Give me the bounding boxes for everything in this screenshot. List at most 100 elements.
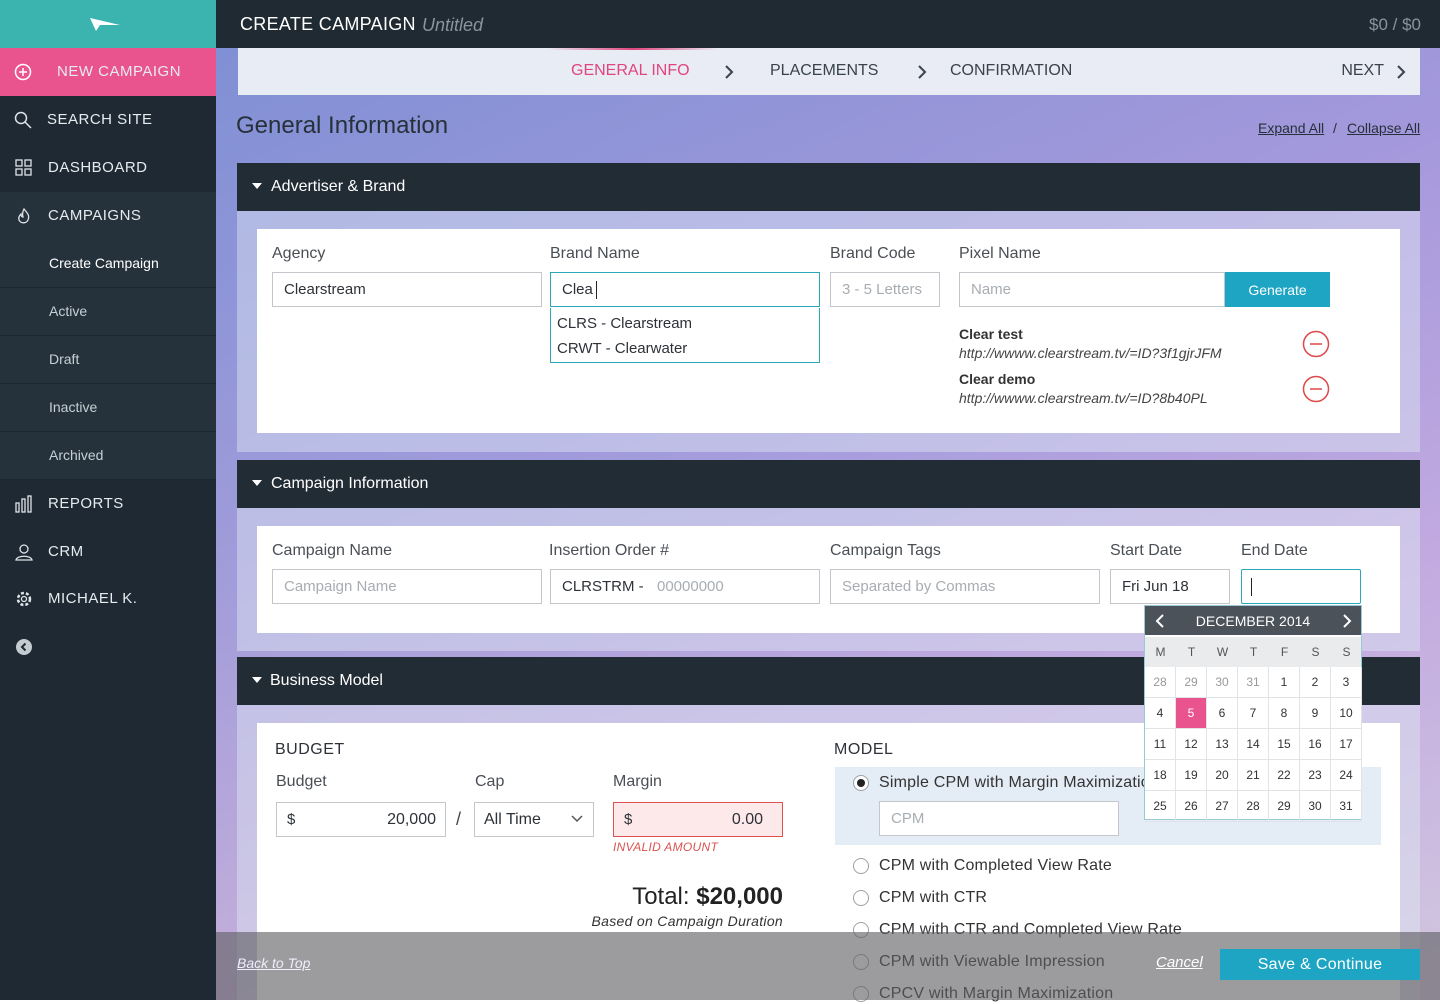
pixel-name: Clear test (959, 326, 1023, 342)
back-to-top[interactable]: Back to Top (237, 955, 311, 971)
day[interactable]: 17 (1331, 729, 1362, 760)
margin-input[interactable]: $0.00 (613, 802, 783, 837)
start-date-input[interactable]: Fri Jun 18 (1110, 569, 1230, 604)
day[interactable]: 24 (1331, 760, 1362, 791)
subnav-item[interactable]: Inactive (0, 384, 216, 432)
subnav-item[interactable]: Active (0, 288, 216, 336)
day[interactable]: 19 (1176, 760, 1207, 791)
day[interactable]: 16 (1300, 729, 1331, 760)
field-label: Brand Code (830, 245, 916, 262)
collapse-all[interactable]: Collapse All (1347, 120, 1421, 136)
datepicker: DECEMBER 2014 M T W T F S S 28 29 30 31 1 2 3 4 5 6 7 8 9 10… (1144, 605, 1362, 822)
nav-search[interactable]: SEARCH SITE (0, 96, 216, 144)
input-value: Clearstream (284, 281, 366, 298)
header-subtitle: Untitled (422, 15, 484, 35)
day[interactable]: 28 (1145, 667, 1176, 698)
day[interactable]: 27 (1207, 791, 1238, 822)
radio[interactable] (853, 775, 869, 791)
day[interactable]: 1 (1269, 667, 1300, 698)
cap-select[interactable]: All Time (474, 802, 594, 837)
nav-label: DASHBOARD (48, 159, 148, 176)
day[interactable]: 7 (1238, 698, 1269, 729)
subnav-item[interactable]: Draft (0, 336, 216, 384)
section-header[interactable]: Advertiser & Brand (237, 163, 1420, 211)
subnav-item[interactable]: Archived (0, 432, 216, 480)
suggestion[interactable]: CRWT - Clearwater (557, 340, 688, 357)
remove-pixel[interactable] (1302, 330, 1330, 358)
day[interactable]: 23 (1300, 760, 1331, 791)
placeholder: Separated by Commas (842, 578, 996, 595)
nav-crm[interactable]: CRM (0, 528, 216, 576)
day[interactable]: 2 (1300, 667, 1331, 698)
day[interactable]: 28 (1238, 791, 1269, 822)
day[interactable]: 30 (1300, 791, 1331, 822)
model-option[interactable]: CPM with CTR (879, 889, 988, 906)
day[interactable]: 22 (1269, 760, 1300, 791)
next-button[interactable]: NEXT (1341, 62, 1384, 79)
placeholder: CPM (891, 810, 925, 827)
next-month[interactable] (1342, 614, 1352, 628)
budget-input[interactable]: $20,000 (276, 802, 446, 837)
day[interactable]: 29 (1269, 791, 1300, 822)
day[interactable]: 10 (1331, 698, 1362, 729)
day[interactable]: 3 (1331, 667, 1362, 698)
cpm-input[interactable]: CPM (879, 801, 1119, 836)
day-selected[interactable]: 5 (1176, 698, 1207, 729)
day[interactable]: 20 (1207, 760, 1238, 791)
brand-input[interactable]: Clea (550, 272, 820, 307)
day[interactable]: 18 (1145, 760, 1176, 791)
day[interactable]: 14 (1238, 729, 1269, 760)
step[interactable]: PLACEMENTS (770, 62, 879, 79)
save-button[interactable]: Save & Continue (1220, 949, 1420, 980)
generate-button[interactable]: Generate (1225, 272, 1330, 307)
radio[interactable] (853, 890, 869, 906)
weekday: S (1342, 645, 1351, 659)
day[interactable]: 26 (1176, 791, 1207, 822)
day[interactable]: 11 (1145, 729, 1176, 760)
day[interactable]: 4 (1145, 698, 1176, 729)
prev-month[interactable] (1155, 614, 1165, 628)
nav-reports[interactable]: REPORTS (0, 480, 216, 528)
field-label: Agency (272, 245, 326, 262)
remove-pixel[interactable] (1302, 375, 1330, 403)
section-header[interactable]: Campaign Information (237, 460, 1420, 508)
chevron (1397, 65, 1406, 79)
cancel-link[interactable]: Cancel (1156, 954, 1203, 971)
nav-new-campaign[interactable]: NEW CAMPAIGN (0, 48, 216, 96)
collapse-sidebar[interactable] (16, 639, 32, 655)
agency-input[interactable]: Clearstream (272, 272, 542, 307)
tags-input[interactable]: Separated by Commas (830, 569, 1100, 604)
subnav-item[interactable]: Create Campaign (0, 240, 216, 288)
nav-dashboard[interactable]: DASHBOARD (0, 144, 216, 192)
pixel-input[interactable]: Name (959, 272, 1225, 307)
model-option[interactable]: CPM with Completed View Rate (879, 857, 1112, 874)
day[interactable]: 15 (1269, 729, 1300, 760)
day[interactable]: 8 (1269, 698, 1300, 729)
icon (15, 495, 32, 513)
model-option[interactable]: Simple CPM with Margin Maximization (879, 774, 1159, 791)
step[interactable]: GENERAL INFO (571, 62, 690, 79)
step[interactable]: CONFIRMATION (950, 62, 1073, 79)
day[interactable]: 13 (1207, 729, 1238, 760)
radio[interactable] (853, 858, 869, 874)
io-input[interactable]: CLRSTRM - 00000000 (550, 569, 820, 604)
day[interactable]: 9 (1300, 698, 1331, 729)
day[interactable]: 31 (1331, 791, 1362, 822)
brand-code-input[interactable]: 3 - 5 Letters (830, 272, 940, 307)
logo[interactable] (0, 0, 216, 48)
suggestion[interactable]: CLRS - Clearstream (557, 315, 693, 332)
campaign-name-input[interactable]: Campaign Name (272, 569, 542, 604)
subnav-label: Draft (49, 351, 80, 367)
day[interactable]: 21 (1238, 760, 1269, 791)
day[interactable]: 30 (1207, 667, 1238, 698)
nav-user[interactable]: MICHAEL K. (0, 575, 216, 623)
nav-campaigns[interactable]: CAMPAIGNS (0, 192, 216, 240)
day[interactable]: 31 (1238, 667, 1269, 698)
day[interactable]: 12 (1176, 729, 1207, 760)
expand-all[interactable]: Expand All (1258, 120, 1325, 136)
day[interactable]: 25 (1145, 791, 1176, 822)
end-date-input[interactable] (1241, 569, 1361, 604)
day[interactable]: 6 (1207, 698, 1238, 729)
nav-label: REPORTS (48, 495, 124, 512)
day[interactable]: 29 (1176, 667, 1207, 698)
